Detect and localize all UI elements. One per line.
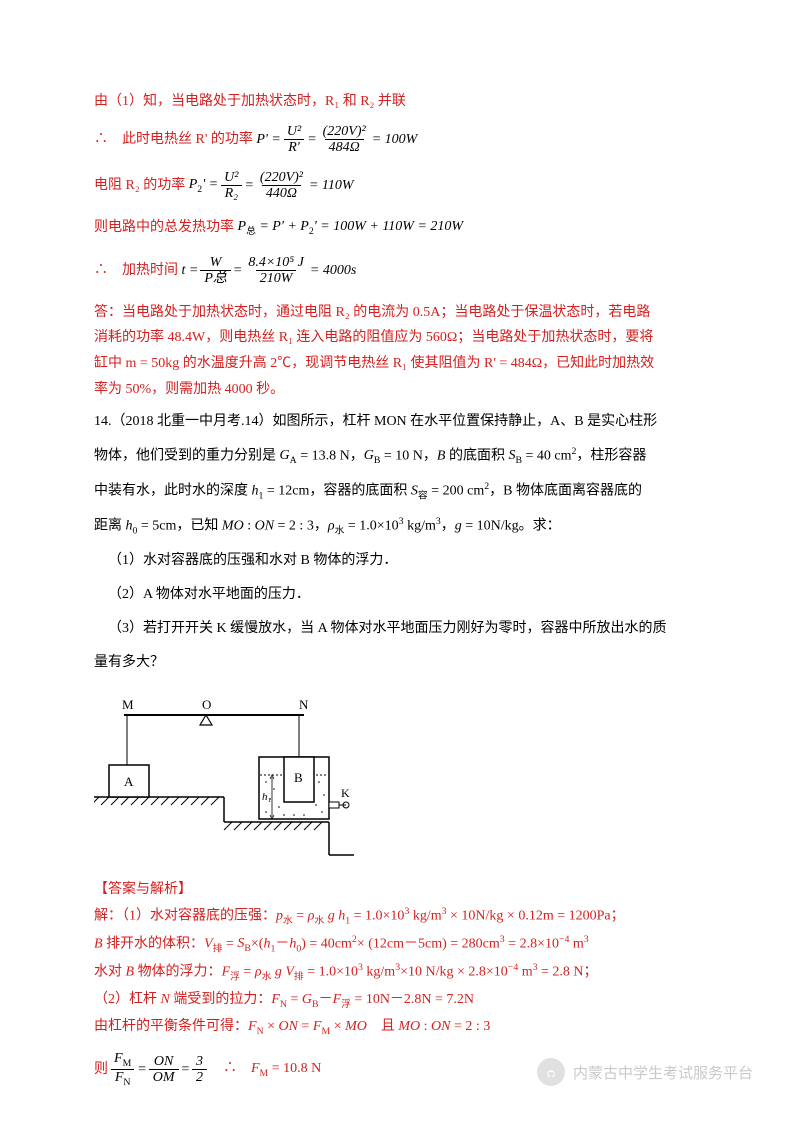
- eq-3: 则电路中的总发热功率 P总 = P' + P2' = 100W + 110W =…: [94, 215, 699, 240]
- line-1: 由（1）知，当电路处于加热状态时，R₁ 和 R₂ 并联: [94, 90, 699, 114]
- eq2-frac-b: (220V)² 440Ω: [256, 170, 307, 202]
- eq1-frac-a: U² R': [283, 124, 305, 156]
- q14-source: 14.（2018 北重一中月考.14）: [94, 414, 273, 429]
- eq3-prefix: 则电路中的总发热功率: [94, 216, 234, 240]
- eq4-rhs: = 4000s: [310, 259, 356, 283]
- eq1-frac-b: (220V)² 484Ω: [319, 124, 370, 156]
- solution-title: 【答案与解析】: [94, 878, 699, 902]
- eq4-frac-b: 8.4×10⁵ J 210W: [244, 255, 308, 287]
- label-h1: h₁: [262, 791, 272, 803]
- eq-4: ∴ 加热时间 t = W P总 = 8.4×10⁵ J 210W = 4000s: [94, 255, 699, 287]
- answer-l3: 缸中 m = 50kg 的水温度升高 2℃，现调节电热丝 R₁ 使其阻值为 R'…: [94, 352, 699, 376]
- label-K: K: [341, 786, 350, 800]
- eq4-prefix: ∴ 加热时间: [94, 259, 178, 283]
- eq2-rhs: = 110W: [309, 174, 354, 198]
- watermark-text: 内蒙古中学生考试服务平台: [573, 1062, 753, 1083]
- label-A: A: [124, 774, 134, 789]
- label-O: O: [202, 697, 211, 712]
- q14-body-1: 物体，他们受到的重力分别是 GA = 13.8 N，GB = 10 N，B 的底…: [94, 442, 699, 471]
- eq2-frac-a: U² R₂: [220, 170, 242, 202]
- wechat-icon: ೧: [537, 1058, 565, 1086]
- q14-sub-1: （1）水对容器底的压强和水对 B 物体的浮力．: [94, 547, 699, 575]
- eq-1: ∴ 此时电热丝 R' 的功率 P' = U² R' = (220V)² 484Ω…: [94, 124, 699, 156]
- label-N: N: [299, 697, 309, 712]
- label-M: M: [122, 697, 134, 712]
- eq-2: 电阻 R₂ 的功率 P2' = U² R₂ = (220V)² 440Ω = 1…: [94, 170, 699, 202]
- question-14: 14.（2018 北重一中月考.14）如图所示，杠杆 MON 在水平位置保持静止…: [94, 408, 699, 677]
- q14-sub-3a: （3）若打开开关 K 缓慢放水，当 A 物体对水平地面压力刚好为零时，容器中所放…: [94, 615, 699, 643]
- answer-l1: 答：当电路处于加热状态时，通过电阻 R₂ 的电流为 0.5A；当电路处于保温状态…: [94, 301, 699, 325]
- sol-l3: 水对 B 物体的浮力：F浮 = ρ水 g V排 = 1.0×103 kg/m3×…: [94, 960, 699, 986]
- sol-l5: 由杠杆的平衡条件可得：FN × ON = FM × MO 且 MO : ON =…: [94, 1015, 699, 1040]
- eq1-lhs: P' =: [253, 128, 281, 152]
- eq2-prefix: 电阻 R₂ 的功率: [94, 174, 185, 198]
- answer-l4: 率为 50%，则需加热 4000 秒。: [94, 378, 699, 402]
- eq4-frac-a: W P总: [200, 255, 231, 287]
- eq1-prefix: ∴ 此时电热丝 R' 的功率: [94, 128, 253, 152]
- eq3-expr: P总 = P' + P2' = 100W + 110W = 210W: [234, 215, 463, 240]
- q14-body-3: 距离 h0 = 5cm，已知 MO : ON = 2 : 3，ρ水 = 1.0×…: [94, 512, 699, 541]
- q14-sub-2: （2）A 物体对水平地面的压力．: [94, 581, 699, 609]
- solfinal-frac-b: ON OM: [149, 1054, 179, 1086]
- solfinal-frac-a: FM FN: [110, 1051, 135, 1089]
- q14-body-0: 如图所示，杠杆 MON 在水平位置保持静止，A、B 是实心柱形: [273, 414, 658, 429]
- solfinal-frac-c: 3 2: [192, 1054, 207, 1086]
- watermark: ೧ 内蒙古中学生考试服务平台: [537, 1058, 753, 1086]
- solfinal-prefix: 则: [94, 1058, 108, 1082]
- q14-body-2: 中装有水，此时水的深度 h1 = 12cm，容器的底面积 S容 = 200 cm…: [94, 477, 699, 506]
- sol-l2: B 排开水的体积：V排 = SB×(h1－h0) = 40cm2× (12cm－…: [94, 932, 699, 958]
- lever-diagram: M O N A B: [94, 687, 699, 866]
- q14-sub-3b: 量有多大？: [94, 649, 699, 677]
- answer-l2: 消耗的功率 48.4W，则电热丝 R₁ 连入电路的阻值应为 560Ω；当电路处于…: [94, 326, 699, 350]
- sol-l4: （2）杠杆 N 端受到的拉力：FN = GB－F浮 = 10N－2.8N = 7…: [94, 988, 699, 1013]
- eq1-rhs: = 100W: [372, 128, 418, 152]
- label-B: B: [294, 770, 303, 785]
- sol-l1: 解：（1）水对容器底的压强：p水 = ρ水 g h1 = 1.0×103 kg/…: [94, 904, 699, 930]
